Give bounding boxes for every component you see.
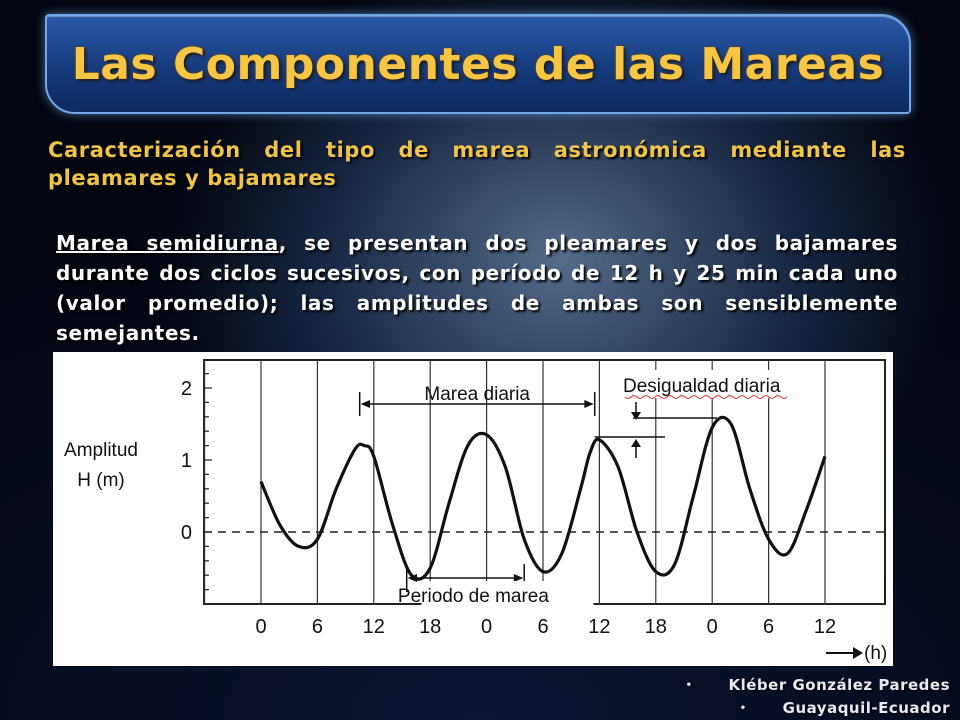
title-banner: Las Componentes de las Mareas [45, 14, 911, 114]
body-description: , se presentan dos pleamares y dos bajam… [56, 231, 898, 345]
credit-location-text: Guayaquil-Ecuador [782, 699, 950, 717]
bullet-icon: • [685, 680, 693, 691]
x-tick-label: 18 [645, 616, 667, 638]
tide-period-label: Periodo de marea [398, 586, 549, 607]
tide-period-label-bg [421, 581, 594, 607]
x-tick-label: 6 [763, 616, 774, 638]
tide-curve [259, 415, 827, 581]
x-tick-label: 6 [312, 616, 323, 638]
body-term: Marea semidiurna [56, 231, 279, 255]
x-tick-label: 0 [707, 616, 718, 638]
slide-subtitle: Caracterización del tipo de marea astron… [48, 138, 906, 190]
inequality-label-bg [619, 370, 797, 398]
x-axis-arrow-head [853, 647, 863, 659]
x-tick-label: 0 [481, 616, 492, 638]
daily-tide-arrow-left [360, 400, 371, 408]
x-tick-label: 12 [814, 616, 836, 638]
tide-chart-svg: 2 1 0 Amplitud H (m) 0 6 12 18 0 6 12 18 0 6 12 (h) Marea… [64, 359, 887, 664]
credit-author-text: Kléber González Paredes [728, 676, 950, 694]
daily-tide-label: Marea diaria [424, 384, 530, 405]
slide-title: Las Componentes de las Mareas [71, 38, 885, 90]
x-axis-label: (h) [864, 643, 887, 664]
credit-location: • Guayaquil-Ecuador [686, 697, 950, 720]
y-axis-unit-label: H (m) [77, 470, 124, 491]
daily-inequality-label: Desigualdad diaria [623, 376, 781, 397]
spellcheck-underline [624, 395, 788, 399]
y-tick-label-2: 2 [181, 378, 192, 400]
inequality-up-arrow-head [631, 439, 641, 447]
y-tick-label-0: 0 [181, 522, 192, 544]
bullet-icon: • [739, 703, 747, 714]
credits: • Kléber González Paredes • Guayaquil-Ecua… [686, 674, 950, 720]
credit-author: • Kléber González Paredes [686, 674, 950, 697]
y-axis-label: Amplitud [64, 440, 138, 461]
tide-period-arrow-left [407, 574, 418, 582]
y-tick-label-1: 1 [181, 450, 192, 472]
tide-period-arrow-right [513, 574, 524, 582]
body-paragraph: Marea semidiurna, se presentan dos pleam… [56, 228, 898, 348]
inequality-down-arrow-head [631, 412, 641, 420]
x-tick-label: 18 [419, 616, 441, 638]
x-tick-label: 12 [363, 616, 385, 638]
x-tick-label: 6 [537, 616, 548, 638]
x-tick-label: 0 [255, 616, 266, 638]
x-tick-label: 12 [588, 616, 610, 638]
tide-chart: 2 1 0 Amplitud H (m) 0 6 12 18 0 6 12 18 0 6 12 (h) Marea… [53, 352, 893, 666]
daily-tide-arrow-right [584, 400, 594, 408]
